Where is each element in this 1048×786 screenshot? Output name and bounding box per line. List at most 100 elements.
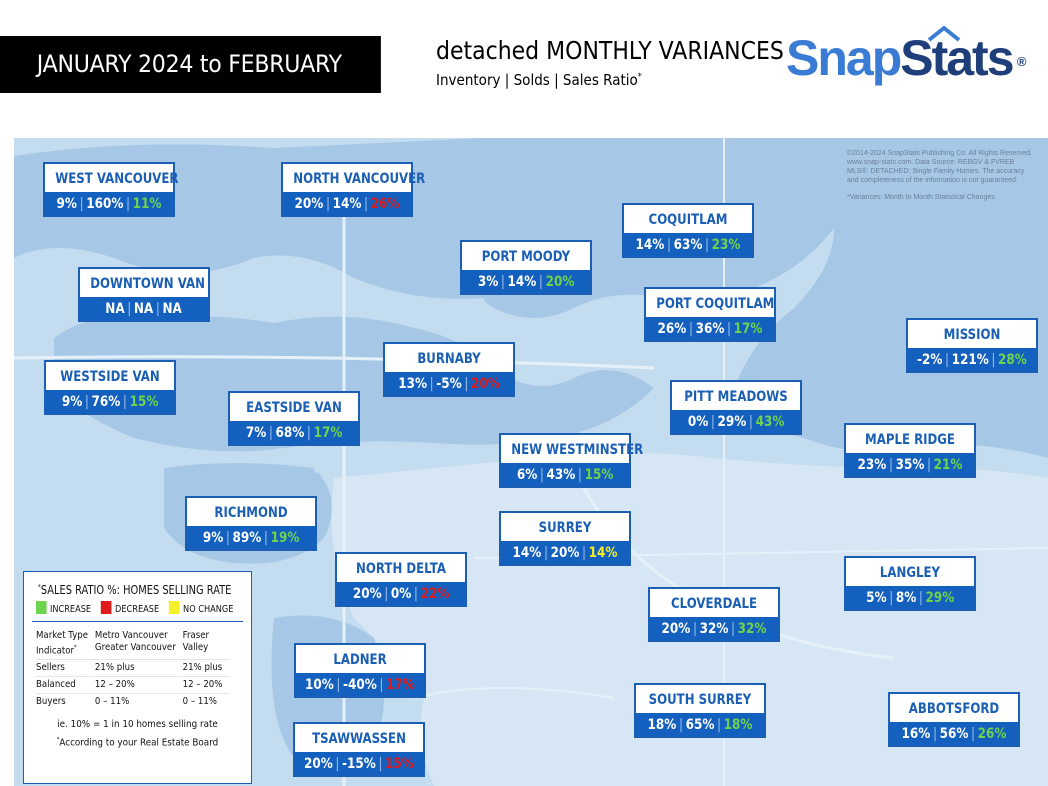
inventory-value: 9% xyxy=(56,196,77,212)
solds-value: 56% xyxy=(939,726,969,742)
solds-value: -40% xyxy=(343,677,377,693)
solds-value: 121% xyxy=(951,352,989,368)
inventory-value: 16% xyxy=(901,726,931,742)
solds-value: 76% xyxy=(91,394,121,410)
market-type-table: Market Type Indicator* Metro Vancouver Gre… xyxy=(36,628,230,710)
inventory-value: 9% xyxy=(61,394,83,410)
header-text: Greater Vancouver xyxy=(94,642,176,653)
date-range-banner: JANUARY 2024 to FEBRUARY 2024 xyxy=(0,36,381,135)
solds-value: 20% xyxy=(550,545,580,561)
region-values: 20% | 32% | 32% xyxy=(650,617,778,640)
legend-note: ie. 10% = 1 in 10 homes selling rate *Ac… xyxy=(38,717,238,750)
solds-value: 0% xyxy=(390,586,412,602)
sales-ratio-value: 21% xyxy=(933,457,963,473)
region-name: WESTSIDE VAN xyxy=(60,369,160,385)
solds-value: 160% xyxy=(86,196,124,212)
sales-ratio-value: 20% xyxy=(470,376,500,392)
sales-ratio-value: 18% xyxy=(723,717,753,733)
sales-ratio-value: 26% xyxy=(370,196,400,212)
table-header-row: Market Type Indicator* Metro Vancouver Gre… xyxy=(36,628,230,661)
region-values: 20% | 0% | 22% xyxy=(337,582,465,605)
region-name: EASTSIDE VAN xyxy=(246,400,342,416)
snapstats-logo: SnapStats ® xyxy=(786,25,1027,86)
region-values: 26% | 36% | 17% xyxy=(646,317,774,340)
copyright-text: ©2014-2024 SnapStats Publishing Co. All … xyxy=(847,150,1032,184)
region-name: BURNABY xyxy=(417,351,481,367)
logo-registered-mark: ® xyxy=(1016,54,1027,69)
solds-value: 35% xyxy=(895,457,925,473)
subtitle-footnote-mark: * xyxy=(637,72,642,82)
header-text: Market Type xyxy=(36,630,89,641)
no-change-swatch xyxy=(169,601,180,614)
region-north-vancouver: NORTH VANCOUVER 20% | 14% | 26% xyxy=(281,162,426,217)
inventory-value: 9% xyxy=(202,530,224,546)
sales-ratio-value: 32% xyxy=(737,621,767,637)
inventory-value: NA xyxy=(105,301,126,317)
inventory-value: 20% xyxy=(294,196,324,212)
market-type-cell: Buyers xyxy=(36,696,66,708)
inventory-value: 0% xyxy=(687,414,709,430)
region-ladner: LADNER 10% | -40% | 17% xyxy=(294,643,426,698)
header-text: Metro Vancouver xyxy=(94,630,168,641)
table-row: Balanced 12 – 20% 12 – 20% xyxy=(36,676,230,695)
header-fraser: Fraser Valley xyxy=(182,628,230,661)
logo-house-icon xyxy=(927,25,961,42)
metro-cell: 0 – 11% xyxy=(94,696,130,708)
region-values: NA | NA | NA xyxy=(80,297,208,320)
region-values: -2% | 121% | 28% xyxy=(908,348,1036,371)
inventory-value: 18% xyxy=(647,717,677,733)
region-values: 9% | 76% | 15% xyxy=(46,390,174,413)
sales-ratio-value: 15% xyxy=(584,467,614,483)
logo-snap: Snap xyxy=(786,30,902,86)
region-westside-van: WESTSIDE VAN 9% | 76% | 15% xyxy=(44,360,176,415)
region-richmond: RICHMOND 9% | 89% | 19% xyxy=(185,496,317,551)
region-name: LANGLEY xyxy=(879,565,941,581)
market-type-cell: Balanced xyxy=(36,676,95,695)
variances-note: *Variances: Month to Month Statistical C… xyxy=(847,194,995,201)
sales-ratio-value: 17% xyxy=(386,677,415,693)
region-values: 9% | 89% | 19% xyxy=(187,526,315,549)
region-values: 18% | 65% | 18% xyxy=(636,713,764,736)
metro-cell: 12 – 20% xyxy=(94,676,183,695)
table-row: Sellers 21% plus 21% plus xyxy=(36,659,230,678)
sales-ratio-value: 23% xyxy=(711,237,741,253)
region-values: 20% | 14% | 26% xyxy=(283,192,411,215)
region-name: PORT COQUITLAM xyxy=(656,296,775,312)
legend-note-board: *According to your Real Estate Board xyxy=(38,732,238,750)
solds-value: 68% xyxy=(275,425,305,441)
solds-value: 36% xyxy=(695,321,725,337)
legend-keys: INCREASE DECREASE NO CHANGE xyxy=(36,601,233,615)
region-name: NORTH VANCOUVER xyxy=(293,171,426,187)
inventory-value: 14% xyxy=(635,237,665,253)
solds-value: -5% xyxy=(436,376,462,392)
legend-title-text: SALES RATIO %: HOMES SELLING RATE xyxy=(40,583,232,597)
region-name: MAPLE RIDGE xyxy=(865,432,955,448)
region-name: PITT MEADOWS xyxy=(684,389,788,405)
solds-value: 14% xyxy=(332,196,362,212)
page-subtitle: Inventory | Solds | Sales Ratio* xyxy=(436,71,792,89)
inventory-value: 3% xyxy=(477,274,499,290)
increase-label: INCREASE xyxy=(49,604,92,615)
inventory-value: 10% xyxy=(305,677,334,693)
region-values: 5% | 8% | 29% xyxy=(846,586,974,609)
sales-ratio-value: 43% xyxy=(755,414,785,430)
note-footnote-mark: * xyxy=(56,736,60,744)
region-west-vancouver: WEST VANCOUVER 9% | 160% | 11% xyxy=(43,162,178,217)
region-values: 6% | 43% | 15% xyxy=(501,463,629,486)
region-values: 7% | 68% | 17% xyxy=(230,421,358,444)
sales-ratio-value: 29% xyxy=(925,590,955,606)
region-name: COQUITLAM xyxy=(648,212,728,228)
region-name: TSAWWASSEN xyxy=(312,731,406,747)
region-values: 3% | 14% | 20% xyxy=(462,270,590,293)
decrease-label: DECREASE xyxy=(115,604,160,615)
inventory-value: 13% xyxy=(398,376,428,392)
region-mission: MISSION -2% | 121% | 28% xyxy=(906,318,1038,373)
region-port-coquitlam: PORT COQUITLAM 26% | 36% | 17% xyxy=(644,287,776,342)
region-cloverdale: CLOVERDALE 20% | 32% | 32% xyxy=(648,587,780,642)
header-text: Valley xyxy=(182,642,209,653)
region-abbotsford: ABBOTSFORD 16% | 56% | 26% xyxy=(888,692,1020,747)
legend-key-increase: INCREASE xyxy=(36,601,92,615)
region-name: MISSION xyxy=(943,327,1001,343)
copyright-notice: ©2014-2024 SnapStats Publishing Co. All … xyxy=(847,149,1032,202)
region-langley: LANGLEY 5% | 8% | 29% xyxy=(844,556,976,611)
